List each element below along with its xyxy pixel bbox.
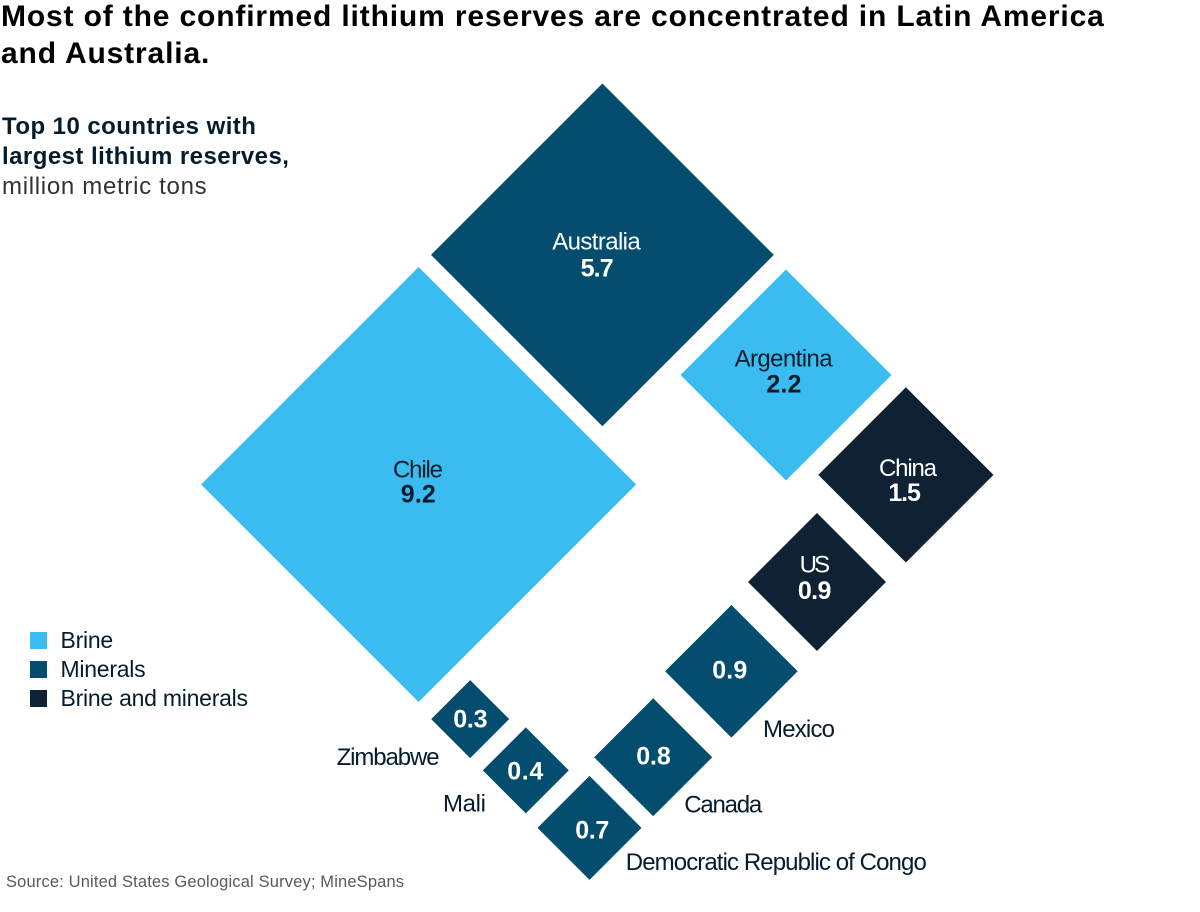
svg-text:Australia: Australia (552, 229, 641, 256)
svg-text:5.7: 5.7 (581, 255, 614, 283)
svg-text:Mali: Mali (443, 791, 486, 818)
svg-text:0.3: 0.3 (453, 706, 487, 734)
svg-text:Democratic Republic of Congo: Democratic Republic of Congo (626, 849, 927, 876)
svg-text:Canada: Canada (684, 792, 763, 819)
svg-text:Mexico: Mexico (763, 716, 835, 743)
svg-text:2.2: 2.2 (766, 371, 801, 399)
svg-text:0.9: 0.9 (798, 577, 832, 605)
svg-text:China: China (879, 455, 938, 482)
svg-text:9.2: 9.2 (401, 480, 436, 508)
svg-text:0.7: 0.7 (575, 817, 609, 845)
svg-text:Argentina: Argentina (735, 346, 834, 373)
svg-text:0.8: 0.8 (636, 743, 671, 771)
svg-text:Chile: Chile (393, 457, 443, 484)
svg-text:US: US (800, 552, 831, 579)
svg-text:1.5: 1.5 (888, 479, 921, 507)
svg-text:0.4: 0.4 (507, 758, 543, 786)
svg-text:0.9: 0.9 (712, 657, 747, 685)
svg-text:Zimbabwe: Zimbabwe (337, 744, 440, 771)
